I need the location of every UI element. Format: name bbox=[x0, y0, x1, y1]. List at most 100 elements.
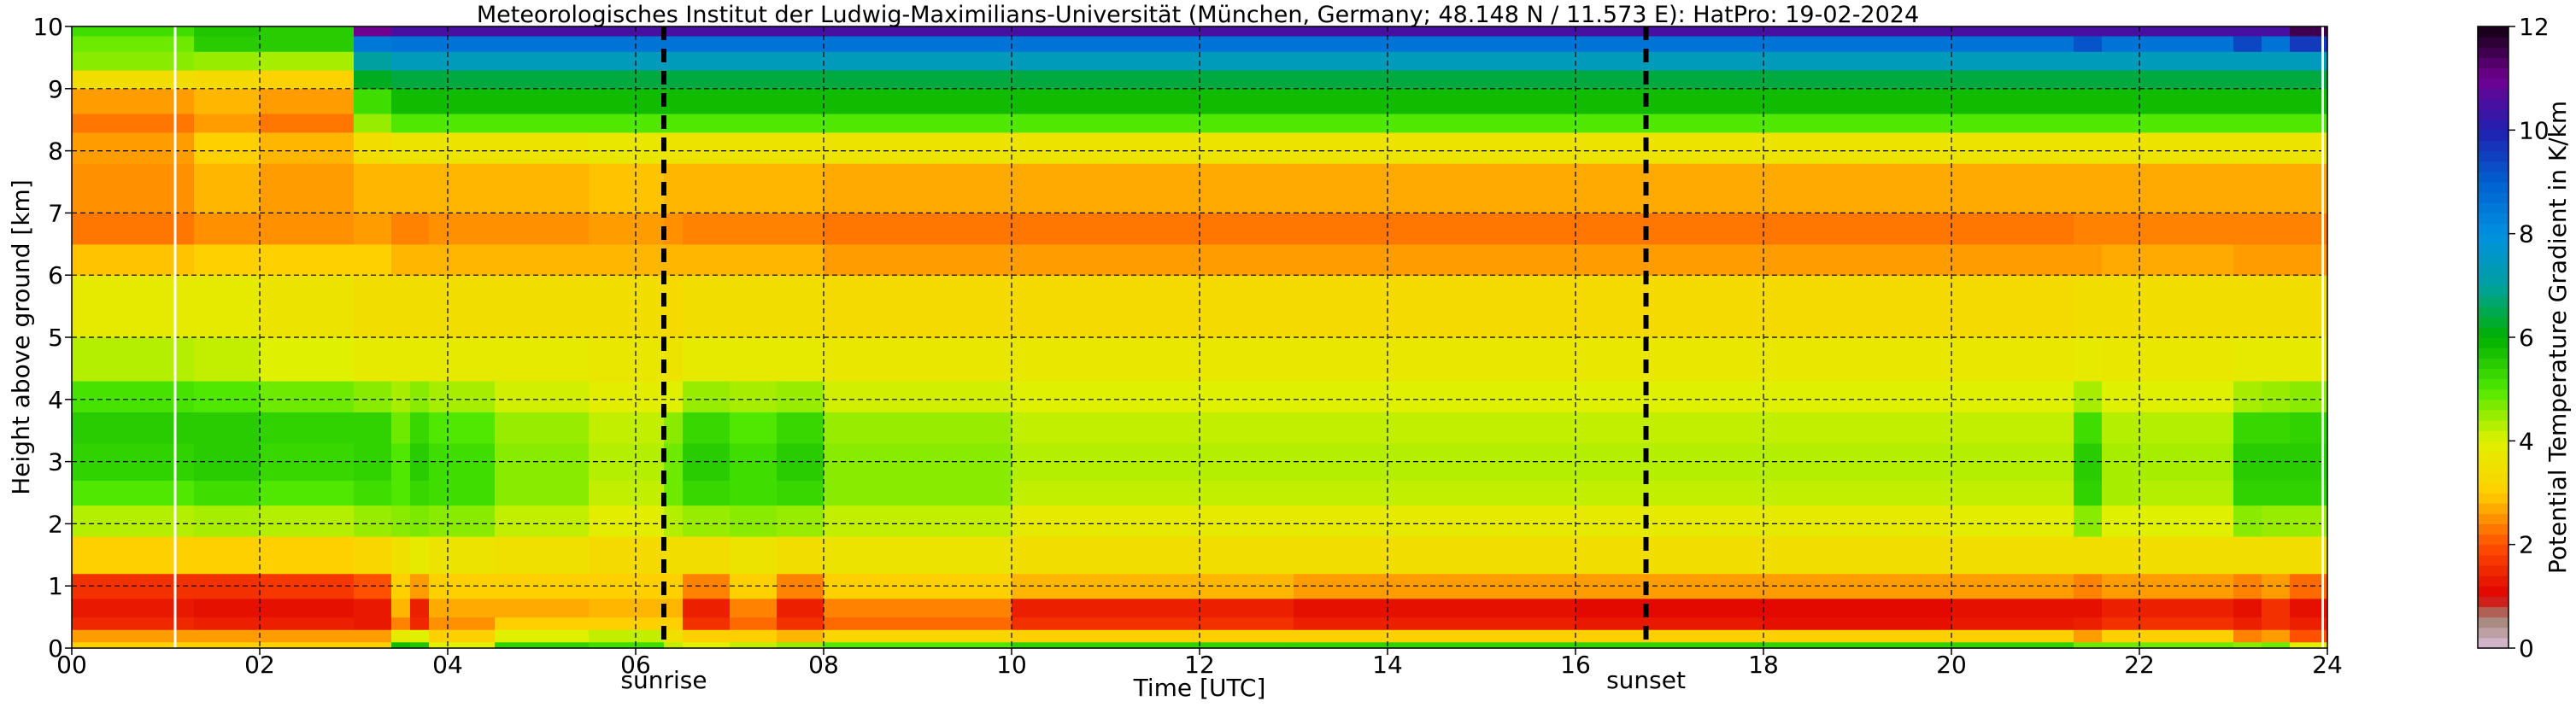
heatmap-cell bbox=[730, 243, 777, 276]
heatmap-cell bbox=[410, 480, 430, 506]
heatmap-cell bbox=[730, 213, 777, 245]
heatmap-cell bbox=[2139, 163, 2234, 213]
heatmap-cell bbox=[2233, 275, 2262, 338]
heatmap-cell bbox=[1294, 69, 1576, 90]
heatmap-cell bbox=[2233, 629, 2262, 643]
heatmap-cell bbox=[175, 641, 195, 649]
heatmap-cell bbox=[824, 629, 1012, 643]
colorbar-tick-label: 0 bbox=[2519, 634, 2534, 663]
heatmap-cell bbox=[730, 629, 777, 643]
heatmap-cell bbox=[194, 535, 261, 575]
heatmap-cell bbox=[72, 35, 176, 52]
y-axis-label: Height above ground [km] bbox=[7, 179, 35, 495]
colorbar-step bbox=[2478, 576, 2509, 587]
heatmap-cell bbox=[1012, 69, 1294, 90]
heatmap-cell bbox=[1012, 275, 1294, 338]
heatmap-cell bbox=[1012, 51, 1294, 71]
heatmap-cell bbox=[260, 412, 317, 444]
heatmap-cell bbox=[730, 442, 777, 482]
heatmap-cell bbox=[410, 163, 430, 213]
heatmap-cell bbox=[824, 535, 1012, 575]
heatmap-cell bbox=[683, 69, 731, 90]
heatmap-cell bbox=[1763, 131, 1952, 164]
heatmap-cell bbox=[730, 131, 777, 164]
heatmap-cell bbox=[2262, 380, 2291, 412]
colorbar-step bbox=[2478, 243, 2509, 255]
heatmap-cell bbox=[824, 337, 1012, 382]
heatmap-cell bbox=[391, 69, 411, 90]
heatmap-cell bbox=[2233, 505, 2262, 537]
heatmap-cell bbox=[429, 243, 496, 276]
heatmap-cell bbox=[1012, 505, 1294, 537]
heatmap-cell bbox=[664, 131, 684, 164]
heatmap-cell bbox=[1576, 412, 1764, 444]
heatmap-cell bbox=[1763, 26, 1952, 37]
heatmap-cell bbox=[260, 131, 317, 164]
heatmap-cell bbox=[2102, 275, 2140, 338]
heatmap-cell bbox=[1951, 641, 2074, 649]
heatmap-cell bbox=[2139, 641, 2234, 649]
heatmap-cell bbox=[2233, 131, 2262, 164]
heatmap-cell bbox=[1576, 35, 1764, 52]
x-axis-label: Time [UTC] bbox=[1133, 674, 1266, 702]
x-tick-label: 20 bbox=[1936, 651, 1967, 679]
colorbar-step bbox=[2478, 586, 2509, 597]
heatmap-cell bbox=[260, 337, 317, 382]
heatmap-cell bbox=[260, 598, 317, 618]
heatmap-cell bbox=[495, 337, 590, 382]
heatmap-cell bbox=[194, 131, 261, 164]
heatmap-cell bbox=[777, 380, 824, 412]
heatmap-cell bbox=[730, 88, 777, 114]
heatmap-cell bbox=[2262, 275, 2291, 338]
heatmap-cell bbox=[410, 505, 430, 537]
heatmap-cell bbox=[2074, 629, 2103, 643]
colorbar-step bbox=[2478, 627, 2509, 639]
colorbar-step bbox=[2478, 37, 2509, 48]
heatmap-cell bbox=[1576, 213, 1764, 245]
heatmap-cell bbox=[664, 380, 684, 412]
heatmap-cell bbox=[260, 535, 317, 575]
heatmap-cell bbox=[194, 598, 261, 618]
colorbar-step bbox=[2478, 130, 2509, 142]
heatmap-cell bbox=[2074, 505, 2103, 537]
heatmap-cell bbox=[2290, 616, 2328, 630]
heatmap-cell bbox=[72, 243, 176, 276]
colorbar: 0 2 4 6 8 10 12 bbox=[2477, 13, 2550, 663]
heatmap-cell bbox=[2139, 480, 2234, 506]
heatmap-cell bbox=[260, 69, 317, 90]
heatmap-cell bbox=[1576, 641, 1764, 649]
heatmap-cell bbox=[1012, 412, 1294, 444]
heatmap-cell bbox=[354, 380, 392, 412]
heatmap-cell bbox=[2262, 616, 2291, 630]
heatmap-cell bbox=[391, 641, 411, 649]
heatmap-cell bbox=[316, 213, 355, 245]
heatmap-cell bbox=[777, 598, 824, 618]
heatmap-cell bbox=[664, 629, 684, 643]
colorbar-step bbox=[2478, 544, 2509, 556]
heatmap-cell bbox=[260, 616, 317, 630]
heatmap-cell bbox=[1951, 243, 2074, 276]
heatmap-cell bbox=[194, 480, 261, 506]
heatmap-cell bbox=[260, 51, 317, 71]
y-tick-label: 0 bbox=[48, 634, 63, 663]
colorbar-tick-label: 2 bbox=[2519, 531, 2534, 559]
colorbar-step bbox=[2478, 140, 2509, 152]
heatmap-cell bbox=[194, 243, 261, 276]
heatmap-cell bbox=[175, 88, 195, 114]
heatmap-cell bbox=[429, 88, 496, 114]
heatmap-cell bbox=[429, 26, 496, 37]
heatmap-cell bbox=[175, 35, 195, 52]
heatmap-cell bbox=[429, 480, 496, 506]
heatmap-cell bbox=[777, 113, 824, 133]
heatmap-cell bbox=[2102, 88, 2140, 114]
heatmap-cell bbox=[1951, 113, 2074, 133]
heatmap-cell bbox=[1763, 69, 1952, 90]
colorbar-step bbox=[2478, 596, 2509, 608]
sunset-label: sunset bbox=[1606, 666, 1686, 694]
heatmap-cell bbox=[664, 51, 684, 71]
heatmap-cell bbox=[664, 88, 684, 114]
heatmap-cell bbox=[664, 163, 684, 213]
heatmap-cell bbox=[1294, 35, 1576, 52]
heatmap-cell bbox=[1576, 598, 1764, 618]
